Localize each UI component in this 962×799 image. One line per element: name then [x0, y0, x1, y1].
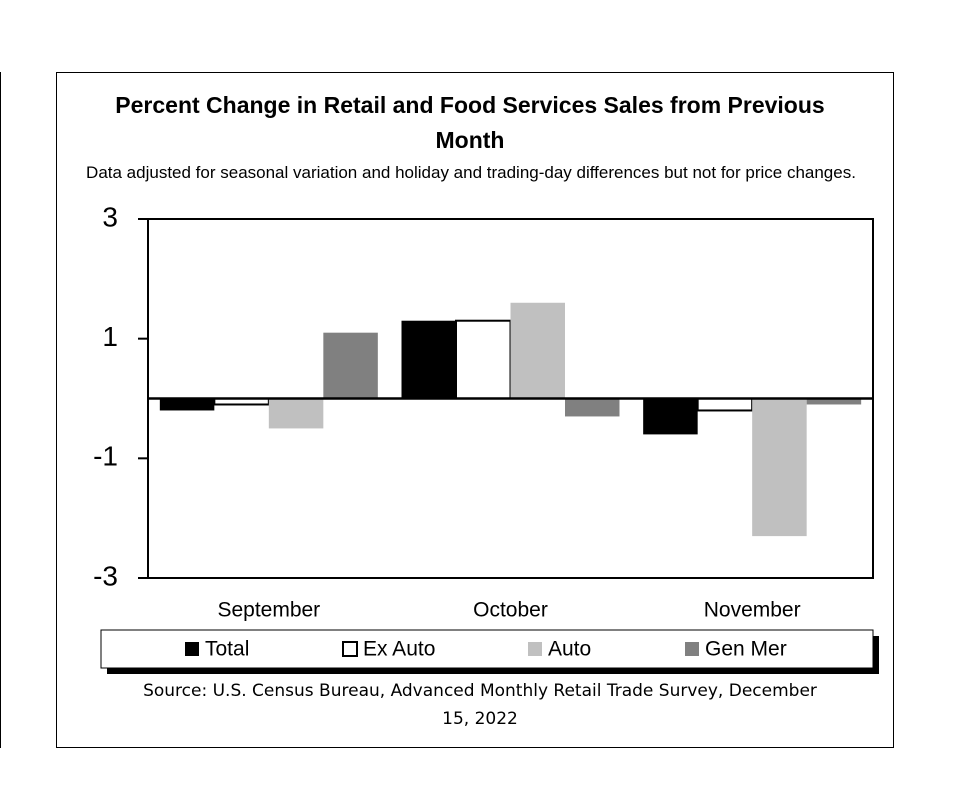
legend-swatch [342, 641, 358, 657]
bar [696, 397, 754, 412]
y-tick-label: -3 [93, 560, 118, 591]
x-tick-label: October [473, 599, 548, 622]
y-tick-label: -1 [93, 441, 118, 472]
chart-title: Percent Change in Retail and Food Servic… [115, 92, 825, 153]
bar [268, 398, 324, 429]
bar [401, 320, 456, 399]
y-tick-label: 1 [102, 321, 118, 352]
chart-frame [56, 72, 894, 748]
y-tick-label: 3 [102, 201, 118, 232]
legend-label: Gen Mer [705, 638, 787, 661]
bar [455, 319, 512, 400]
bar [323, 332, 378, 399]
legend-label: Auto [548, 638, 591, 661]
bar [643, 398, 698, 435]
legend-label: Ex Auto [363, 638, 435, 661]
bar [159, 398, 215, 411]
legend-swatch [685, 642, 699, 656]
legend-swatch [528, 642, 542, 656]
x-tick-label: September [217, 599, 320, 622]
bar [752, 398, 807, 537]
legend-box [100, 629, 874, 669]
bar [565, 398, 620, 417]
source-note: Source: U.S. Census Bureau, Advanced Mon… [143, 681, 817, 729]
legend-label: Total [205, 638, 249, 661]
bar [806, 398, 862, 405]
bar [510, 302, 565, 399]
legend-swatch [185, 642, 199, 656]
x-tick-label: November [704, 599, 801, 622]
chart-subtitle: Data adjusted for seasonal variation and… [86, 163, 856, 182]
